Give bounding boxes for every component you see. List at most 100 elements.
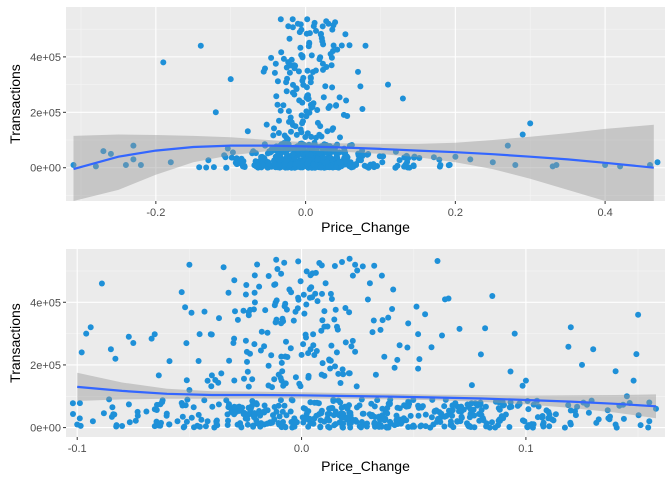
- data-point: [243, 282, 250, 288]
- data-point: [460, 406, 467, 413]
- data-point: [241, 410, 248, 416]
- data-point: [299, 54, 306, 61]
- data-point: [183, 418, 190, 425]
- data-point: [303, 301, 310, 308]
- data-point: [442, 296, 448, 303]
- data-point: [436, 163, 443, 170]
- data-point: [379, 159, 386, 166]
- data-point: [293, 131, 300, 138]
- data-point: [249, 376, 256, 383]
- data-point: [329, 405, 336, 411]
- data-point: [565, 402, 572, 409]
- data-point: [348, 142, 355, 148]
- data-points: [70, 16, 661, 171]
- data-point: [318, 327, 325, 334]
- data-point: [271, 376, 278, 383]
- data-point: [321, 418, 328, 425]
- data-point: [327, 290, 334, 297]
- data-point: [359, 263, 366, 270]
- data-point: [257, 347, 264, 354]
- y-axis-title: Transactions: [7, 303, 23, 383]
- data-point: [148, 335, 155, 342]
- data-point: [100, 410, 107, 417]
- data-point: [257, 423, 264, 430]
- data-point: [415, 365, 422, 372]
- data-point: [385, 81, 391, 88]
- data-point: [274, 146, 281, 153]
- data-point: [441, 423, 448, 430]
- data-point: [328, 62, 335, 69]
- data-point: [251, 289, 258, 296]
- data-point: [242, 337, 249, 344]
- data-point: [253, 163, 260, 170]
- data-point: [292, 62, 299, 69]
- data-point: [298, 140, 305, 147]
- data-point: [347, 409, 354, 416]
- data-point: [347, 424, 354, 431]
- data-point: [439, 332, 445, 339]
- data-point: [291, 91, 298, 98]
- data-point: [258, 328, 265, 335]
- data-point: [419, 403, 426, 410]
- data-point: [77, 422, 84, 429]
- data-point: [546, 423, 553, 430]
- data-point: [418, 422, 425, 429]
- data-point: [283, 88, 290, 95]
- data-point: [369, 329, 376, 336]
- data-point: [489, 419, 495, 426]
- data-point: [482, 325, 489, 332]
- data-point: [166, 421, 173, 428]
- data-point: [482, 403, 489, 410]
- data-point: [251, 272, 258, 279]
- data-point: [250, 148, 257, 155]
- data-points: [69, 255, 659, 431]
- data-point: [284, 354, 291, 360]
- data-point: [396, 342, 403, 349]
- data-point: [264, 407, 271, 414]
- data-point: [347, 159, 354, 166]
- data-point: [456, 408, 462, 415]
- data-point: [338, 410, 345, 417]
- data-point: [89, 418, 96, 425]
- data-point: [130, 156, 137, 163]
- x-tick-label: -0.2: [146, 207, 165, 219]
- data-point: [222, 154, 229, 161]
- data-point: [572, 412, 579, 419]
- data-point: [336, 159, 343, 166]
- data-point: [281, 259, 288, 266]
- data-point: [408, 423, 415, 430]
- data-point: [396, 405, 403, 412]
- data-point: [320, 94, 327, 101]
- data-point: [241, 164, 248, 170]
- data-point: [279, 368, 286, 375]
- data-point: [552, 411, 559, 418]
- data-point: [280, 102, 287, 109]
- data-point: [506, 424, 513, 430]
- data-point: [565, 343, 572, 350]
- data-point: [263, 121, 270, 128]
- data-point: [288, 128, 294, 135]
- x-tick-label: 0.4: [597, 207, 612, 219]
- data-point: [83, 330, 90, 337]
- data-point: [242, 291, 249, 298]
- data-point: [281, 423, 288, 430]
- data-point: [270, 132, 277, 139]
- data-point: [163, 410, 170, 417]
- data-point: [310, 69, 316, 75]
- data-point: [205, 157, 212, 164]
- data-point: [476, 411, 482, 417]
- data-point: [314, 298, 321, 305]
- data-point: [312, 269, 319, 276]
- data-point: [349, 337, 356, 344]
- data-point: [289, 151, 296, 158]
- data-point: [293, 86, 300, 92]
- data-point: [289, 397, 296, 404]
- data-point: [288, 119, 295, 126]
- data-point: [323, 149, 330, 156]
- data-point: [353, 161, 360, 167]
- data-point: [364, 296, 371, 303]
- data-point: [231, 335, 238, 342]
- data-point: [338, 42, 345, 49]
